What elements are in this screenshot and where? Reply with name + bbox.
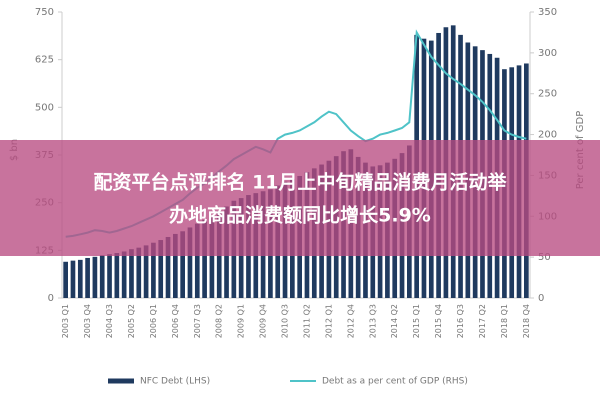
x-tick-label: 2012 Q1 [324,304,333,338]
bar [143,245,149,298]
bar [187,227,193,298]
bar [209,216,215,298]
x-tick-label: 2009 Q4 [259,304,268,338]
banner-text: 办地商品消费额同比增长5.9% [169,204,431,227]
y2-tick-label: 50 [538,252,551,263]
x-tick-label: 2014 Q2 [390,304,399,338]
x-tick-label: 2011 Q2 [302,304,311,338]
x-tick-label: 2017 Q2 [478,304,487,338]
y-tick-label: 625 [35,55,54,66]
legend-label: Debt as a per cent of GDP (RHS) [322,377,468,387]
x-tick-label: 2004 Q3 [105,304,114,338]
bar [129,249,134,298]
legend-label: NFC Debt (LHS) [140,377,210,387]
bar [77,259,83,298]
bar [173,233,178,298]
banner-text: 配资平台点评排名 11月上中旬精品消费月活动举 [93,171,507,194]
x-tick-label: 2005 Q2 [127,304,136,338]
y-tick-label: 500 [35,102,54,113]
y2-tick-label: 250 [538,89,557,100]
x-tick-label: 2012 Q4 [346,304,355,338]
bar [107,254,112,298]
bar [92,256,98,298]
y2-tick-label: 350 [538,7,557,18]
bar [99,255,105,298]
y-tick-label: 0 [48,293,54,304]
bar [158,240,164,298]
bar [63,261,68,298]
bar [165,236,171,298]
bar [136,247,142,298]
x-tick-label: 2016 Q3 [456,304,465,338]
y2-tick-label: 300 [538,48,557,59]
x-tick-label: 2018 Q1 [500,304,509,338]
x-tick-label: 2006 Q1 [149,304,158,338]
x-tick-label: 2015 Q4 [434,304,443,338]
x-tick-label: 2003 Q4 [83,304,92,338]
x-tick-label: 2007 Q3 [193,304,202,338]
bar [180,231,185,298]
banner [0,140,600,256]
bar [85,257,90,298]
y-tick-label: 750 [35,7,54,18]
bar [121,251,127,298]
bar [114,253,120,298]
x-tick-label: 2008 Q2 [215,304,224,338]
x-tick-label: 2003 Q1 [61,304,70,338]
x-tick-label: 2013 Q3 [368,304,377,338]
bar [70,260,76,298]
x-tick-label: 2009 Q1 [237,304,246,338]
bar [194,223,200,298]
bar [151,242,156,298]
bar [202,219,207,298]
x-tick-label: 2010 Q3 [281,304,290,338]
y2-tick-label: 200 [538,130,557,141]
x-tick-label: 2006 Q4 [171,304,180,338]
x-tick-label: 2018 Q4 [522,304,531,338]
x-tick-label: 2015 Q1 [412,304,421,338]
y2-tick-label: 0 [538,293,544,304]
